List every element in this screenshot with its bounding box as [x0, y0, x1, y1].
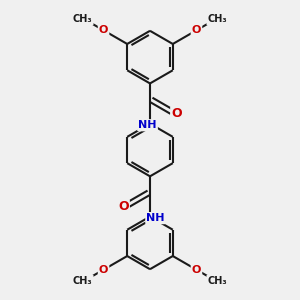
Text: O: O [192, 25, 201, 35]
Text: CH₃: CH₃ [73, 276, 93, 286]
Text: O: O [192, 265, 201, 275]
Text: O: O [118, 200, 129, 213]
Text: NH: NH [146, 213, 165, 223]
Text: CH₃: CH₃ [207, 14, 227, 24]
Text: CH₃: CH₃ [73, 14, 93, 24]
Text: CH₃: CH₃ [207, 276, 227, 286]
Text: O: O [171, 107, 182, 120]
Text: O: O [99, 25, 108, 35]
Text: NH: NH [138, 120, 157, 130]
Text: O: O [99, 265, 108, 275]
